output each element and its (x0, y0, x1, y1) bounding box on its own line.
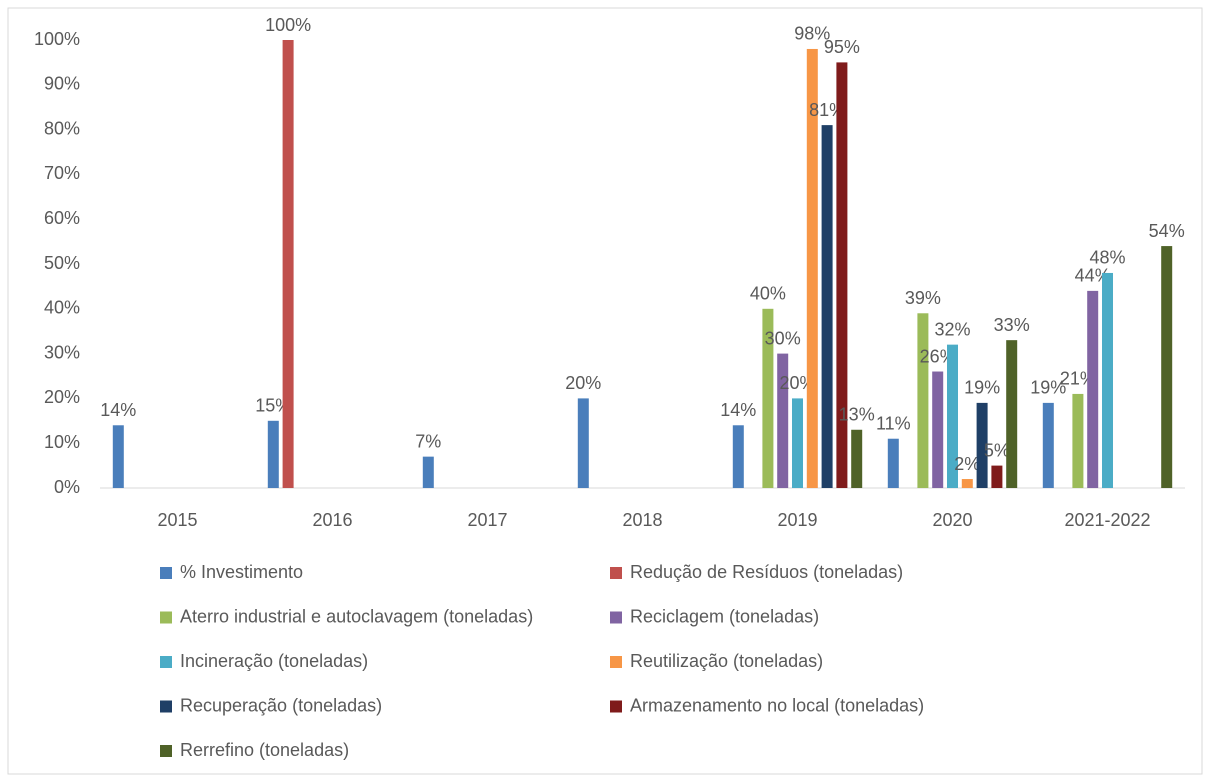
legend-swatch (160, 611, 172, 624)
bar (112, 425, 124, 488)
y-tick-label: 30% (44, 342, 80, 362)
x-tick-label: 2016 (312, 510, 352, 530)
legend-swatch (160, 656, 172, 668)
data-label: 19% (1030, 378, 1066, 398)
y-tick-label: 40% (44, 298, 80, 318)
bar (991, 465, 1003, 488)
bar (806, 48, 818, 489)
data-label: 2% (954, 454, 980, 474)
bar (762, 308, 774, 488)
data-label: 13% (839, 405, 875, 425)
legend-swatch (610, 611, 622, 624)
data-label: 95% (824, 37, 860, 57)
legend-swatch (610, 567, 622, 579)
x-tick-label: 2017 (467, 510, 507, 530)
data-label: 21% (1060, 369, 1096, 389)
bar (932, 371, 944, 488)
legend-label: Rerrefino (toneladas) (180, 740, 349, 760)
chart-border (7, 7, 1203, 775)
x-tick-label: 2015 (157, 510, 197, 530)
data-label: 33% (994, 315, 1030, 335)
data-label: 39% (905, 288, 941, 308)
bar (1087, 290, 1099, 488)
bar (282, 40, 294, 488)
bar (777, 353, 789, 488)
legend-swatch (160, 567, 172, 579)
bar (267, 420, 279, 488)
data-label: 11% (876, 413, 911, 433)
data-label: 14% (100, 400, 136, 420)
y-tick-label: 20% (44, 387, 80, 407)
x-tick-label: 2019 (777, 510, 817, 530)
y-tick-label: 10% (44, 432, 80, 452)
bar (1006, 340, 1018, 488)
data-label: 5% (984, 440, 1010, 460)
data-label: 32% (934, 319, 970, 339)
data-label: 26% (920, 346, 956, 366)
x-tick-label: 2020 (932, 510, 972, 530)
data-label: 48% (1089, 248, 1125, 268)
bar (1161, 246, 1173, 488)
legend-swatch (160, 745, 172, 757)
data-label: 20% (565, 373, 601, 393)
bar (732, 425, 744, 488)
data-label: 100% (265, 15, 311, 35)
legend-label: % Investimento (180, 562, 303, 582)
data-label: 81% (809, 100, 845, 120)
bar (821, 125, 833, 489)
bar (1072, 393, 1084, 488)
bar (961, 479, 973, 488)
x-tick-label: 2018 (622, 510, 662, 530)
y-tick-label: 60% (44, 208, 80, 228)
legend-swatch (160, 700, 172, 713)
x-tick-label: 2021-2022 (1064, 510, 1150, 530)
bar (1042, 402, 1054, 488)
data-label: 7% (415, 431, 441, 451)
data-label: 19% (964, 378, 1000, 398)
y-tick-label: 50% (44, 253, 80, 273)
data-label: 54% (1149, 221, 1185, 241)
y-tick-label: 100% (34, 29, 80, 49)
data-label: 20% (779, 373, 815, 393)
y-tick-label: 80% (44, 118, 80, 138)
data-label: 98% (794, 24, 830, 44)
bar (851, 429, 863, 488)
bar (887, 438, 899, 488)
data-label: 40% (750, 284, 786, 304)
data-label: 15% (255, 396, 291, 416)
bar (792, 398, 803, 488)
legend-label: Recuperação (toneladas) (180, 695, 382, 715)
bar (422, 456, 434, 488)
legend-label: Redução de Resíduos (toneladas) (630, 562, 903, 582)
data-label: 44% (1075, 266, 1111, 286)
bar (1102, 272, 1113, 488)
legend-label: Incineração (toneladas) (180, 651, 368, 671)
y-tick-label: 70% (44, 163, 80, 183)
bar (836, 62, 848, 489)
y-tick-label: 90% (44, 74, 80, 94)
bar (917, 313, 929, 488)
legend-label: Aterro industrial e autoclavagem (tonela… (180, 606, 533, 626)
bar (947, 344, 958, 488)
legend-label: Reutilização (toneladas) (630, 651, 823, 671)
data-label: 14% (720, 400, 756, 420)
data-label: 30% (765, 328, 801, 348)
y-tick-label: 0% (54, 477, 80, 497)
legend-label: Armazenamento no local (toneladas) (630, 695, 924, 715)
legend-label: Reciclagem (toneladas) (630, 606, 819, 626)
bar (976, 402, 988, 488)
bar (577, 398, 589, 488)
legend-swatch (610, 700, 622, 713)
legend-swatch (610, 656, 622, 668)
